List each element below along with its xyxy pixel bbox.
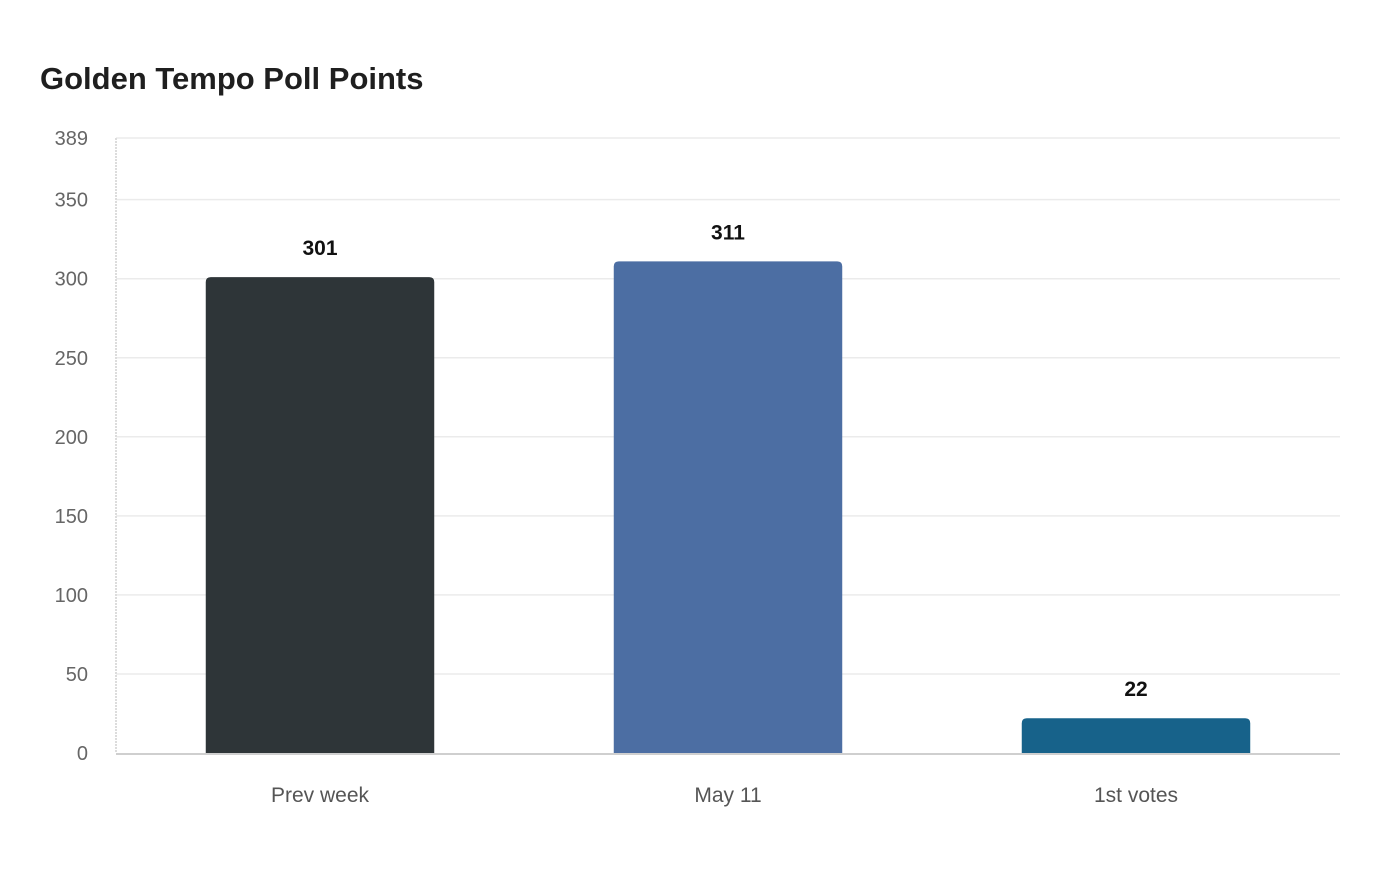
y-tick-label: 0 (77, 743, 88, 765)
axes (115, 138, 1340, 755)
y-tick-label: 250 (55, 348, 88, 370)
y-tick-label: 100 (55, 585, 88, 607)
data-label: 301 (302, 237, 337, 260)
y-tick-label: 150 (55, 506, 88, 528)
x-tick-label: 1st votes (1094, 784, 1178, 807)
data-labels: 301 311 22 (302, 221, 1147, 701)
y-tick-label: 350 (55, 190, 88, 212)
y-axis-tick-labels: 0 50 100 150 200 250 300 350 389 (55, 128, 88, 765)
x-tick-label: Prev week (271, 784, 370, 807)
chart-title: Golden Tempo Poll Points (40, 61, 424, 96)
data-label: 22 (1124, 678, 1147, 701)
bar-1st-votes[interactable] (1021, 718, 1251, 753)
x-tick-label: May 11 (694, 784, 761, 807)
bar-prev-week[interactable] (205, 277, 435, 753)
y-tick-label: 389 (55, 128, 88, 150)
data-label: 311 (711, 221, 745, 244)
x-axis-tick-labels: Prev week May 11 1st votes (271, 784, 1178, 807)
y-tick-label: 200 (55, 427, 88, 449)
bars (205, 261, 1251, 753)
y-tick-label: 300 (55, 269, 88, 291)
y-tick-label: 50 (66, 664, 88, 686)
bar-may-11[interactable] (613, 261, 843, 753)
